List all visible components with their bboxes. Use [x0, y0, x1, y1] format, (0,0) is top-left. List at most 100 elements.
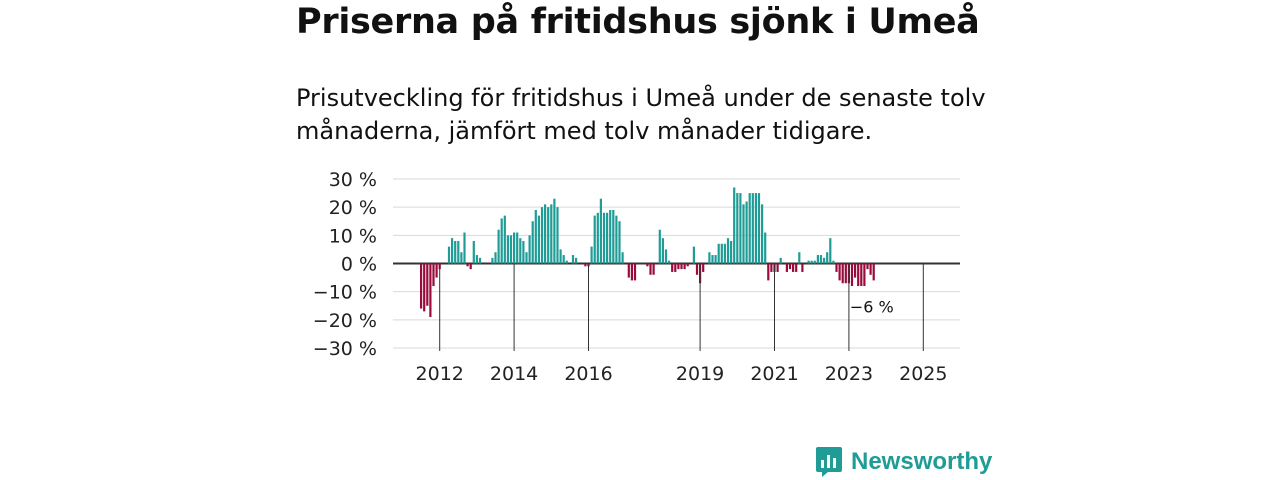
bar [661, 238, 664, 264]
bar [664, 249, 668, 264]
bar [503, 215, 506, 264]
y-tick-label: 30 % [329, 169, 377, 191]
bar [736, 193, 739, 264]
bar [795, 263, 798, 272]
bar [630, 263, 633, 281]
y-tick-label: 20 % [329, 197, 377, 219]
bar [739, 193, 742, 264]
bar [869, 263, 872, 275]
bar [695, 263, 699, 275]
bar [866, 263, 869, 270]
y-tick-label: −20 % [313, 310, 377, 332]
bar [540, 207, 544, 264]
x-tick-label: 2025 [899, 363, 947, 385]
bar [516, 232, 519, 264]
bar [668, 260, 671, 264]
bar [726, 238, 730, 264]
bar [720, 243, 723, 264]
bar [754, 193, 757, 264]
bar [478, 257, 482, 264]
bar [714, 255, 717, 264]
bar [621, 252, 624, 264]
bar [872, 263, 875, 281]
gridlines [393, 178, 960, 349]
bar [748, 193, 751, 264]
bar [528, 235, 531, 264]
bar [531, 221, 534, 264]
bar [550, 204, 553, 264]
bar [770, 263, 773, 272]
bar [761, 204, 764, 264]
bar [534, 209, 537, 264]
bar [807, 260, 810, 264]
bar [813, 260, 816, 264]
bar [779, 257, 782, 264]
bar [565, 260, 568, 264]
bar [454, 240, 457, 264]
bar [426, 263, 429, 306]
bar [702, 263, 705, 272]
bar [500, 218, 503, 264]
bar [826, 252, 829, 264]
bar [776, 263, 779, 272]
bar [838, 263, 841, 281]
bar [788, 263, 792, 270]
bar [544, 204, 547, 264]
bar [423, 263, 426, 312]
bar [677, 263, 680, 270]
x-tick-label: 2012 [416, 363, 464, 385]
x-axis-labels: 2012 2014 2016 2019 2021 2023 2025 [416, 264, 947, 385]
bar [457, 240, 460, 264]
bar [475, 255, 478, 264]
bar [680, 263, 683, 270]
bar [602, 212, 606, 264]
y-tick-label: 0 % [341, 254, 377, 276]
bar [708, 252, 711, 264]
bar [683, 263, 686, 270]
bar [612, 209, 615, 264]
bar [435, 263, 438, 278]
bar [816, 255, 819, 264]
bar [497, 229, 500, 264]
bar [447, 246, 451, 264]
bar [854, 263, 857, 278]
bar [618, 221, 621, 264]
bar [844, 263, 847, 284]
bar [513, 232, 516, 264]
bar [506, 235, 509, 264]
x-tick-label: 2023 [825, 363, 873, 385]
bar [767, 263, 770, 281]
bar [472, 240, 475, 264]
bar [835, 263, 838, 272]
bar [733, 187, 736, 264]
bar [658, 229, 661, 264]
bar [730, 240, 733, 264]
bar [575, 257, 578, 264]
bar [615, 215, 618, 264]
bar [609, 209, 612, 264]
bar [633, 263, 637, 281]
last-value-label: −6 % [850, 297, 894, 316]
bar [571, 255, 575, 264]
bar [491, 257, 494, 264]
y-tick-label: −30 % [313, 338, 377, 360]
bar [420, 263, 423, 309]
bar [562, 255, 565, 264]
bar [509, 235, 513, 264]
bar [850, 263, 854, 287]
bar [798, 252, 801, 264]
bar [745, 201, 748, 264]
bar [823, 257, 826, 264]
bar [819, 255, 823, 264]
bar [742, 204, 745, 264]
bar [785, 263, 788, 272]
bar [646, 263, 649, 267]
bar [547, 207, 550, 264]
x-tick-label: 2021 [750, 363, 798, 385]
bar [451, 238, 454, 264]
bar [537, 215, 540, 264]
bar [593, 215, 596, 264]
bar [519, 238, 522, 264]
bar [469, 263, 472, 270]
y-tick-label: 10 % [329, 225, 377, 247]
